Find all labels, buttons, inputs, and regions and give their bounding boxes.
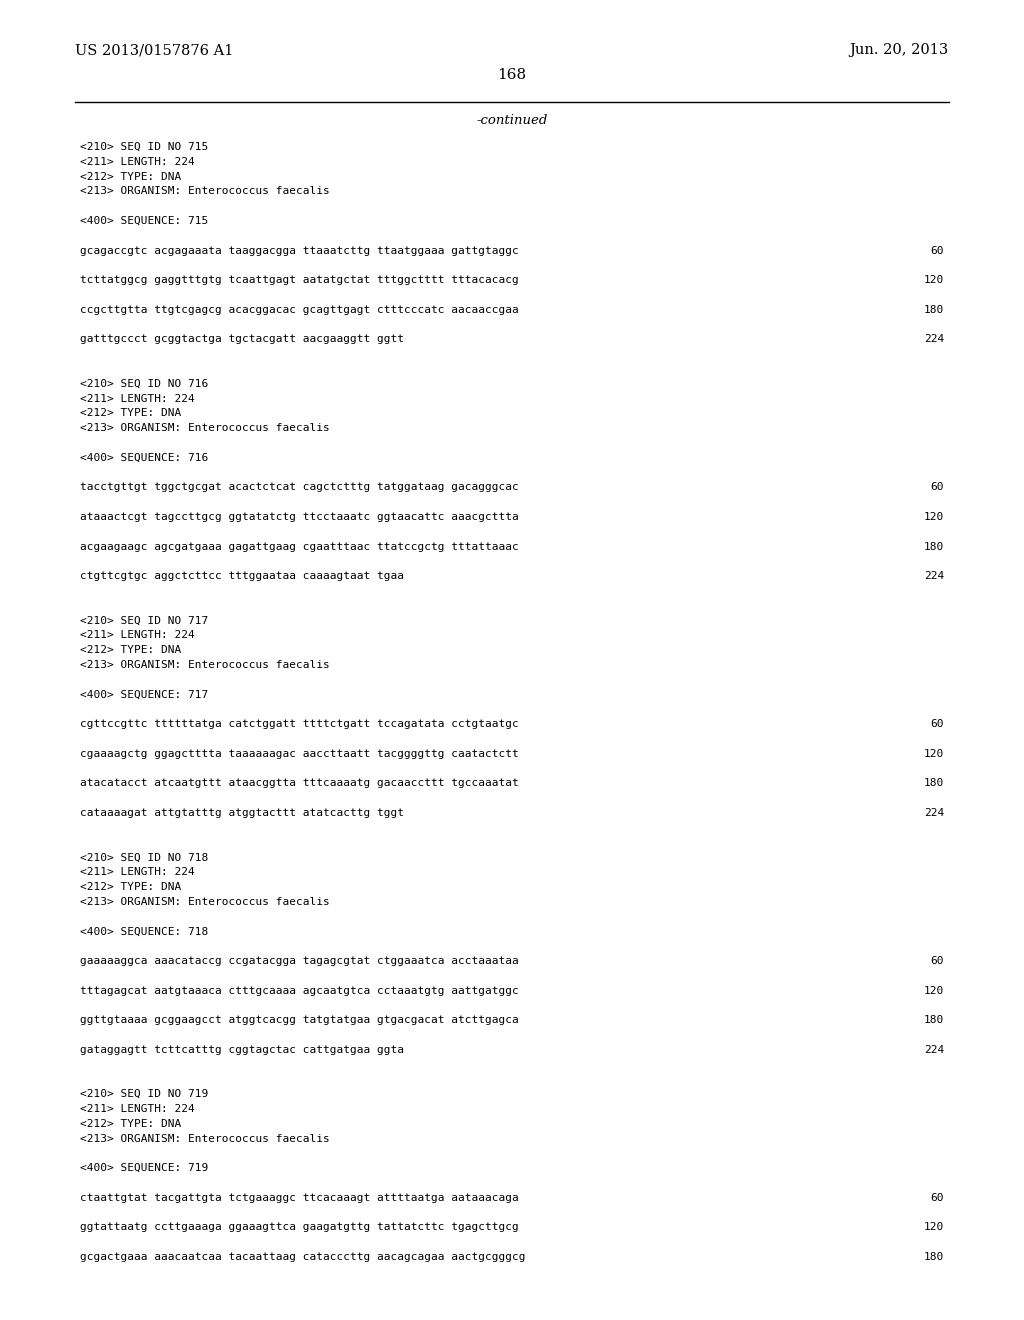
Text: 60: 60 xyxy=(931,482,944,492)
Text: <212> TYPE: DNA: <212> TYPE: DNA xyxy=(80,645,181,655)
Text: -continued: -continued xyxy=(476,114,548,127)
Text: <210> SEQ ID NO 716: <210> SEQ ID NO 716 xyxy=(80,379,208,389)
Text: ggttgtaaaa gcggaagcct atggtcacgg tatgtatgaa gtgacgacat atcttgagca: ggttgtaaaa gcggaagcct atggtcacgg tatgtat… xyxy=(80,1015,519,1026)
Text: cataaaagat attgtatttg atggtacttt atatcacttg tggt: cataaaagat attgtatttg atggtacttt atatcac… xyxy=(80,808,404,818)
Text: atacatacct atcaatgttt ataacggtta tttcaaaatg gacaaccttt tgccaaatat: atacatacct atcaatgttt ataacggtta tttcaaa… xyxy=(80,779,519,788)
Text: <211> LENGTH: 224: <211> LENGTH: 224 xyxy=(80,867,195,878)
Text: gcgactgaaa aaacaatcaa tacaattaag catacccttg aacagcagaa aactgcgggcg: gcgactgaaa aaacaatcaa tacaattaag cataccc… xyxy=(80,1251,525,1262)
Text: <211> LENGTH: 224: <211> LENGTH: 224 xyxy=(80,631,195,640)
Text: <212> TYPE: DNA: <212> TYPE: DNA xyxy=(80,1119,181,1129)
Text: tttagagcat aatgtaaaca ctttgcaaaa agcaatgtca cctaaatgtg aattgatggc: tttagagcat aatgtaaaca ctttgcaaaa agcaatg… xyxy=(80,986,519,995)
Text: 120: 120 xyxy=(924,512,944,521)
Text: 180: 180 xyxy=(924,1015,944,1026)
Text: <400> SEQUENCE: 717: <400> SEQUENCE: 717 xyxy=(80,689,208,700)
Text: <213> ORGANISM: Enterococcus faecalis: <213> ORGANISM: Enterococcus faecalis xyxy=(80,896,330,907)
Text: <210> SEQ ID NO 717: <210> SEQ ID NO 717 xyxy=(80,615,208,626)
Text: 180: 180 xyxy=(924,541,944,552)
Text: 180: 180 xyxy=(924,779,944,788)
Text: 180: 180 xyxy=(924,305,944,314)
Text: gcagaccgtc acgagaaata taaggacgga ttaaatcttg ttaatggaaa gattgtaggc: gcagaccgtc acgagaaata taaggacgga ttaaatc… xyxy=(80,246,519,256)
Text: 224: 224 xyxy=(924,334,944,345)
Text: tacctgttgt tggctgcgat acactctcat cagctctttg tatggataag gacagggcac: tacctgttgt tggctgcgat acactctcat cagctct… xyxy=(80,482,519,492)
Text: Jun. 20, 2013: Jun. 20, 2013 xyxy=(850,44,949,57)
Text: tcttatggcg gaggtttgtg tcaattgagt aatatgctat tttggctttt tttacacacg: tcttatggcg gaggtttgtg tcaattgagt aatatgc… xyxy=(80,275,519,285)
Text: 60: 60 xyxy=(931,956,944,966)
Text: <213> ORGANISM: Enterococcus faecalis: <213> ORGANISM: Enterococcus faecalis xyxy=(80,186,330,197)
Text: <400> SEQUENCE: 719: <400> SEQUENCE: 719 xyxy=(80,1163,208,1173)
Text: <213> ORGANISM: Enterococcus faecalis: <213> ORGANISM: Enterococcus faecalis xyxy=(80,424,330,433)
Text: 60: 60 xyxy=(931,246,944,256)
Text: <400> SEQUENCE: 716: <400> SEQUENCE: 716 xyxy=(80,453,208,463)
Text: 168: 168 xyxy=(498,69,526,82)
Text: <211> LENGTH: 224: <211> LENGTH: 224 xyxy=(80,1104,195,1114)
Text: <400> SEQUENCE: 715: <400> SEQUENCE: 715 xyxy=(80,216,208,226)
Text: 224: 224 xyxy=(924,1045,944,1055)
Text: ctaattgtat tacgattgta tctgaaaggc ttcacaaagt attttaatga aataaacaga: ctaattgtat tacgattgta tctgaaaggc ttcacaa… xyxy=(80,1193,519,1203)
Text: 60: 60 xyxy=(931,1193,944,1203)
Text: <212> TYPE: DNA: <212> TYPE: DNA xyxy=(80,882,181,892)
Text: gatttgccct gcggtactga tgctacgatt aacgaaggtt ggtt: gatttgccct gcggtactga tgctacgatt aacgaag… xyxy=(80,334,404,345)
Text: <210> SEQ ID NO 719: <210> SEQ ID NO 719 xyxy=(80,1089,208,1100)
Text: <212> TYPE: DNA: <212> TYPE: DNA xyxy=(80,408,181,418)
Text: 224: 224 xyxy=(924,808,944,818)
Text: 120: 120 xyxy=(924,748,944,759)
Text: <213> ORGANISM: Enterococcus faecalis: <213> ORGANISM: Enterococcus faecalis xyxy=(80,660,330,671)
Text: <212> TYPE: DNA: <212> TYPE: DNA xyxy=(80,172,181,182)
Text: 60: 60 xyxy=(931,719,944,729)
Text: 120: 120 xyxy=(924,986,944,995)
Text: US 2013/0157876 A1: US 2013/0157876 A1 xyxy=(75,44,233,57)
Text: ccgcttgtta ttgtcgagcg acacggacac gcagttgagt ctttcccatc aacaaccgaa: ccgcttgtta ttgtcgagcg acacggacac gcagttg… xyxy=(80,305,519,314)
Text: gataggagtt tcttcatttg cggtagctac cattgatgaa ggta: gataggagtt tcttcatttg cggtagctac cattgat… xyxy=(80,1045,404,1055)
Text: <210> SEQ ID NO 718: <210> SEQ ID NO 718 xyxy=(80,853,208,862)
Text: ataaactcgt tagccttgcg ggtatatctg ttcctaaatc ggtaacattc aaacgcttta: ataaactcgt tagccttgcg ggtatatctg ttcctaa… xyxy=(80,512,519,521)
Text: 180: 180 xyxy=(924,1251,944,1262)
Text: 224: 224 xyxy=(924,572,944,581)
Text: <400> SEQUENCE: 718: <400> SEQUENCE: 718 xyxy=(80,927,208,936)
Text: ggtattaatg ccttgaaaga ggaaagttca gaagatgttg tattatcttc tgagcttgcg: ggtattaatg ccttgaaaga ggaaagttca gaagatg… xyxy=(80,1222,519,1233)
Text: cgttccgttc ttttttatga catctggatt ttttctgatt tccagatata cctgtaatgc: cgttccgttc ttttttatga catctggatt ttttctg… xyxy=(80,719,519,729)
Text: 120: 120 xyxy=(924,1222,944,1233)
Text: gaaaaaggca aaacataccg ccgatacgga tagagcgtat ctggaaatca acctaaataa: gaaaaaggca aaacataccg ccgatacgga tagagcg… xyxy=(80,956,519,966)
Text: <211> LENGTH: 224: <211> LENGTH: 224 xyxy=(80,157,195,166)
Text: <211> LENGTH: 224: <211> LENGTH: 224 xyxy=(80,393,195,404)
Text: acgaagaagc agcgatgaaa gagattgaag cgaatttaac ttatccgctg tttattaaac: acgaagaagc agcgatgaaa gagattgaag cgaattt… xyxy=(80,541,519,552)
Text: <213> ORGANISM: Enterococcus faecalis: <213> ORGANISM: Enterococcus faecalis xyxy=(80,1134,330,1143)
Text: 120: 120 xyxy=(924,275,944,285)
Text: cgaaaagctg ggagctttta taaaaaagac aaccttaatt tacggggttg caatactctt: cgaaaagctg ggagctttta taaaaaagac aacctta… xyxy=(80,748,519,759)
Text: ctgttcgtgc aggctcttcc tttggaataa caaaagtaat tgaa: ctgttcgtgc aggctcttcc tttggaataa caaaagt… xyxy=(80,572,404,581)
Text: <210> SEQ ID NO 715: <210> SEQ ID NO 715 xyxy=(80,143,208,152)
